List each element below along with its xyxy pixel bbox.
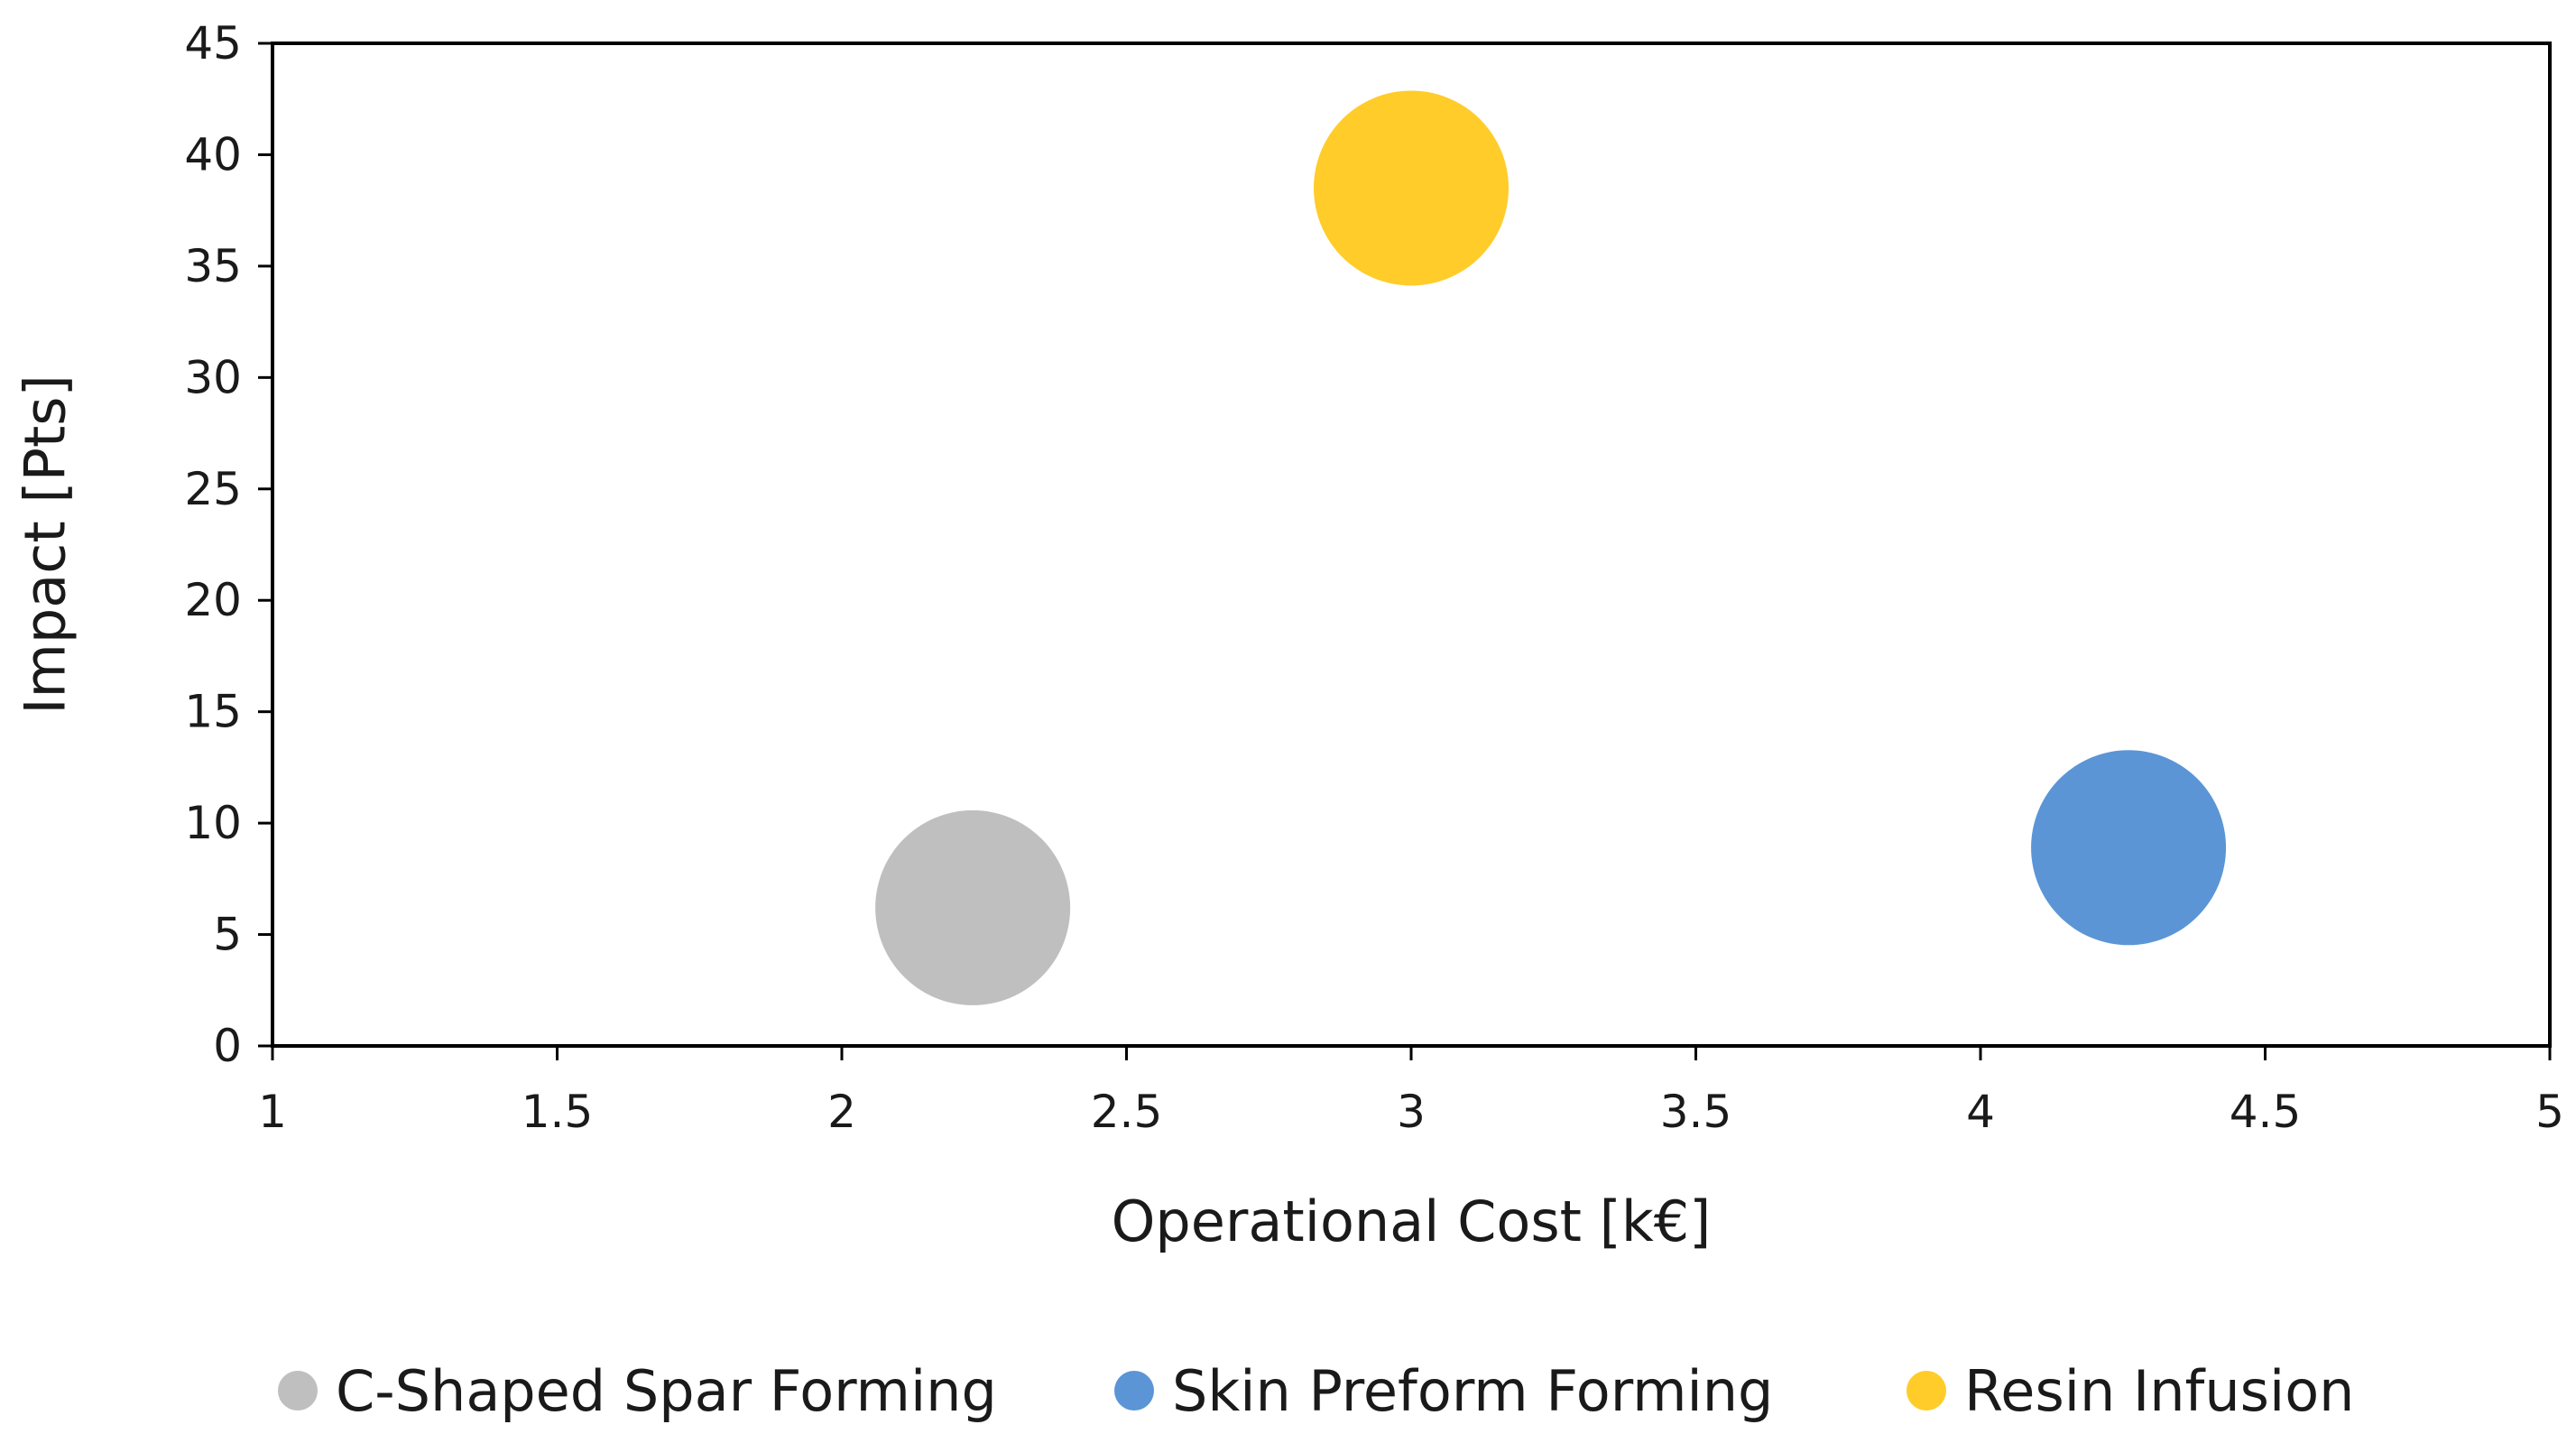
y-tick-label: 35 [184, 240, 242, 292]
y-tick-label: 40 [184, 128, 242, 180]
y-tick-label: 5 [213, 909, 242, 961]
y-tick-label: 25 [184, 463, 242, 515]
x-axis-title: Operational Cost [k€] [1112, 1189, 1712, 1254]
bubble-point [875, 809, 1071, 1005]
x-tick-label: 4.5 [2230, 1086, 2302, 1138]
y-tick-label: 15 [184, 686, 242, 738]
x-tick-label: 1.5 [522, 1086, 594, 1138]
legend-marker [1114, 1371, 1154, 1411]
legend: C-Shaped Spar Forming Skin Preform Formin… [278, 1358, 2354, 1424]
bubble-point [2031, 750, 2227, 946]
plot-area-frame [271, 42, 2552, 1048]
legend-marker [278, 1371, 318, 1411]
x-tick-label: 3 [1397, 1086, 1426, 1138]
y-axis-title: Impact [Pts] [13, 375, 78, 715]
x-tick-label: 2.5 [1091, 1086, 1163, 1138]
bubble-series [875, 90, 2227, 1005]
x-tick-label: 1 [258, 1086, 287, 1138]
x-tick-label: 4 [1966, 1086, 1995, 1138]
x-tick-label: 2 [827, 1086, 856, 1138]
y-tick-label: 45 [184, 17, 242, 69]
bubble-point [1314, 90, 1509, 286]
x-tick-label: 3.5 [1660, 1086, 1732, 1138]
y-tick-label: 20 [184, 574, 242, 626]
y-tick-label: 10 [184, 797, 242, 849]
x-tick-label: 5 [2535, 1086, 2564, 1138]
y-axis-ticks: 0 5 10 15 20 25 30 35 40 45 [184, 17, 272, 1072]
x-axis-ticks: 1 1.5 2 2.5 3 3.5 4 4.5 5 [258, 1046, 2564, 1138]
y-tick-label: 30 [184, 351, 242, 403]
legend-label: Skin Preform Forming [1172, 1358, 1773, 1424]
legend-label: C-Shaped Spar Forming [336, 1358, 997, 1424]
legend-label: Resin Infusion [1964, 1358, 2354, 1424]
legend-marker [1907, 1371, 1946, 1411]
y-tick-label: 0 [213, 1020, 242, 1072]
